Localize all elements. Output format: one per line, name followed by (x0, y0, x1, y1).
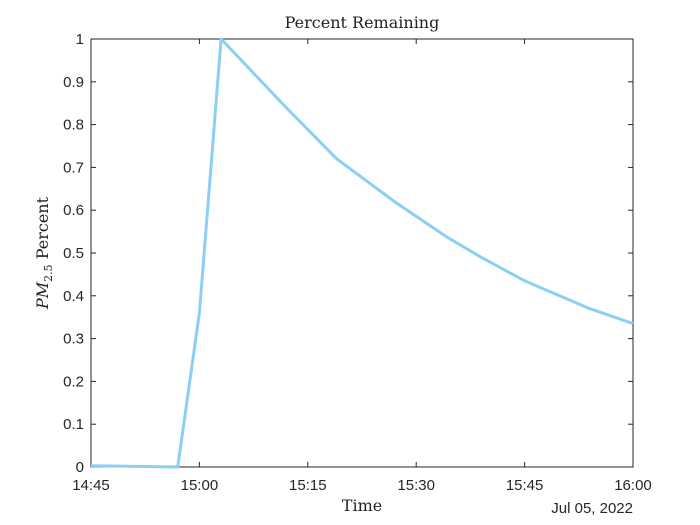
y-axis-label: PM2.5 Percent (33, 196, 55, 310)
x-axis-label: Time (342, 496, 382, 515)
y-tick-label: 0.7 (63, 159, 84, 176)
y-tick-label: 0.4 (63, 288, 84, 305)
x-tick-label: 15:30 (397, 477, 435, 494)
y-tick-label: 0 (76, 459, 84, 476)
x-tick-label: 15:45 (506, 477, 544, 494)
date-label: Jul 05, 2022 (551, 500, 633, 517)
y-tick-label: 0.1 (63, 416, 84, 433)
x-tick-label: 15:15 (289, 477, 327, 494)
y-tick-label: 0.3 (63, 331, 84, 348)
series-line (90, 37, 634, 469)
chart-title: Percent Remaining (285, 13, 440, 32)
y-tick-label: 0.2 (63, 373, 84, 390)
x-tick-label: 16:00 (614, 477, 652, 494)
plot-area (90, 38, 634, 468)
y-axis-label-rest: Percent (33, 196, 52, 264)
y-tick-label: 0.8 (63, 117, 84, 134)
x-tick-label: 15:00 (181, 477, 219, 494)
y-axis-label-subscript: 2.5 (42, 264, 55, 282)
y-tick-label: 1 (76, 31, 84, 48)
y-tick-label: 0.9 (63, 74, 84, 91)
y-tick-label: 0.5 (63, 245, 84, 262)
y-tick-label: 0.6 (63, 202, 84, 219)
x-tick-label: 14:45 (72, 477, 110, 494)
axis-ticks: 0 0.1 0.2 0.3 0.4 0.5 0.6 0.7 0.8 0.9 1 14:45 15:00 1… (63, 31, 652, 494)
y-axis-label-main: PM (33, 281, 52, 310)
